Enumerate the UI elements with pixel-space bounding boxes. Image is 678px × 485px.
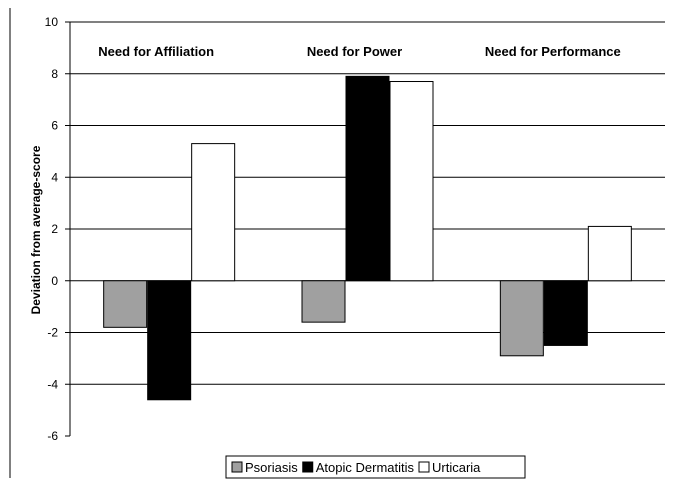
bar-psoriasis-3 bbox=[499, 280, 544, 357]
bar-urticaria-3 bbox=[587, 225, 632, 282]
legend-swatch bbox=[231, 461, 243, 473]
bar-atopic-dermatitis-1 bbox=[147, 280, 192, 401]
bar-psoriasis-2 bbox=[301, 280, 346, 323]
bar-urticaria-2 bbox=[389, 81, 434, 282]
y-ticks: 10 8 6 4 2 0 -2 -4 -6 bbox=[45, 15, 70, 443]
category-label: Need for Performance bbox=[485, 44, 621, 59]
legend-box bbox=[225, 455, 526, 479]
legend-swatch bbox=[302, 461, 314, 473]
category-label: Need for Power bbox=[307, 44, 402, 59]
y-axis-title: Deviation from average-score bbox=[29, 145, 43, 314]
y-tick-label: 6 bbox=[51, 119, 58, 133]
legend-label: Psoriasis bbox=[245, 460, 298, 475]
bars bbox=[103, 75, 632, 401]
legend-label: Atopic Dermatitis bbox=[316, 460, 415, 475]
y-tick-label: 8 bbox=[51, 67, 58, 81]
y-tick-label: 4 bbox=[51, 170, 58, 184]
bar-atopic-dermatitis-2 bbox=[345, 75, 390, 282]
legend-label: Urticaria bbox=[432, 460, 481, 475]
category-label: Need for Affiliation bbox=[98, 44, 214, 59]
y-tick-label: -6 bbox=[47, 429, 58, 443]
y-tick-label: 2 bbox=[51, 222, 58, 236]
category-labels: Need for Affiliation Need for Power Need f… bbox=[98, 44, 620, 59]
y-tick-label: 10 bbox=[45, 15, 59, 29]
bar-psoriasis-1 bbox=[103, 280, 148, 328]
bar-urticaria-1 bbox=[191, 143, 236, 282]
bar-atopic-dermatitis-3 bbox=[543, 280, 588, 346]
legend: Psoriasis Atopic Dermatitis Urticaria bbox=[225, 455, 526, 479]
legend-swatch bbox=[418, 461, 430, 473]
y-tick-label: -4 bbox=[47, 377, 58, 391]
y-tick-label: 0 bbox=[51, 274, 58, 288]
y-tick-label: -2 bbox=[47, 326, 58, 340]
legend-items: Psoriasis Atopic Dermatitis Urticaria bbox=[231, 460, 481, 475]
